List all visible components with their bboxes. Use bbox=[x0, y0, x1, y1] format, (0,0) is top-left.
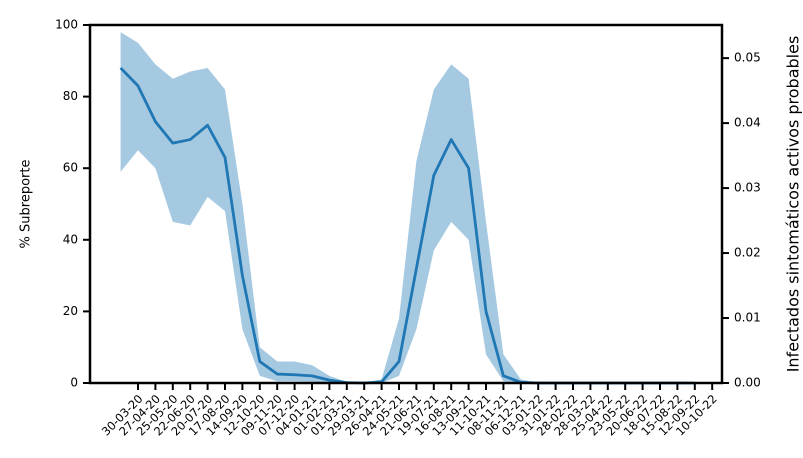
y-tick-label: 60 bbox=[63, 161, 78, 175]
y2-tick-label: 0.03 bbox=[734, 181, 761, 195]
y2-tick-label: 0.00 bbox=[734, 376, 761, 390]
y-tick-label: 80 bbox=[63, 89, 78, 103]
y-tick-label: 20 bbox=[63, 304, 78, 318]
y-tick-label: 40 bbox=[63, 232, 78, 246]
y2-tick-label: 0.01 bbox=[734, 311, 761, 325]
confidence-band bbox=[120, 32, 695, 383]
y-axis-label: % Subreporte bbox=[19, 160, 34, 249]
y-tick-label: 100 bbox=[55, 18, 78, 32]
y2-tick-label: 0.04 bbox=[734, 116, 761, 130]
plot-frame bbox=[88, 23, 724, 385]
y-tick-label: 0 bbox=[70, 376, 78, 390]
y2-tick-label: 0.05 bbox=[734, 51, 761, 65]
y2-tick-label: 0.02 bbox=[734, 246, 761, 260]
y2-axis-label: Infectados sintomáticos activos probable… bbox=[784, 36, 803, 373]
